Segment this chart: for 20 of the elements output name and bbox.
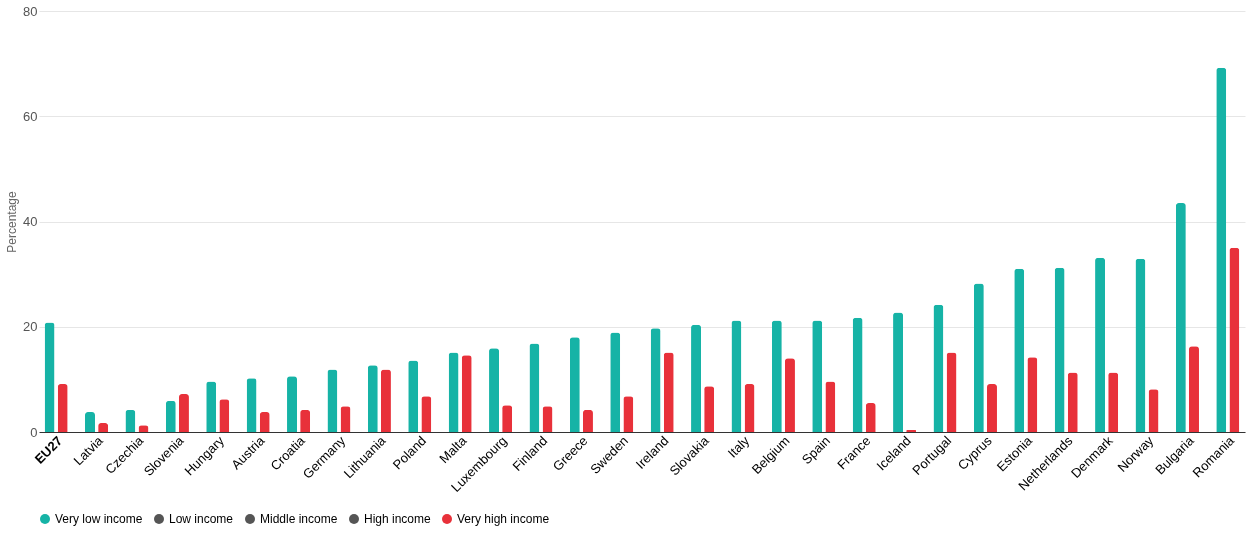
legend-label: Low income [169, 512, 234, 526]
y-axis-title: Percentage [5, 190, 20, 253]
legend-label: Very high income [457, 512, 550, 526]
x-tick-label: Italy [724, 432, 753, 461]
y-tick-label: 0 [30, 424, 38, 440]
bar [1229, 247, 1240, 432]
bar [1216, 67, 1227, 432]
y-tick-label: 80 [23, 3, 38, 19]
bar [1135, 258, 1146, 432]
bar [1175, 203, 1186, 432]
bar [784, 358, 795, 432]
bar [1054, 267, 1065, 432]
bar [1014, 268, 1025, 432]
y-tick-label: 60 [23, 108, 38, 124]
y-tick-label: 20 [23, 319, 38, 335]
legend-label: Very low income [55, 512, 143, 526]
y-tick-label: 40 [23, 214, 38, 229]
legend-label: Middle income [260, 512, 338, 526]
bar [1095, 257, 1106, 432]
legend-label: High income [364, 512, 432, 526]
